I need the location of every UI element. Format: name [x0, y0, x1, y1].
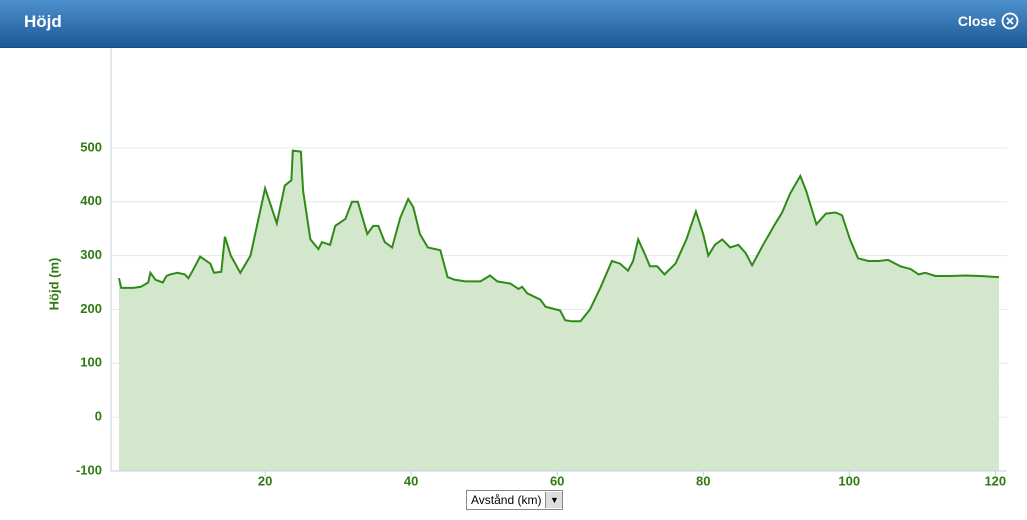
x-tick-label: 40	[404, 473, 418, 488]
y-axis-label: Höjd (m)	[46, 258, 61, 311]
y-tick-label: 400	[80, 193, 102, 208]
dropdown-arrow[interactable]: ▼	[545, 492, 563, 508]
y-tick-label: 500	[80, 139, 102, 154]
header: Höjd Close	[0, 0, 1027, 48]
y-tick-label: 0	[95, 409, 102, 424]
elevation-line	[118, 149, 1000, 323]
close-label[interactable]: Close	[957, 13, 996, 29]
y-tick-label: 200	[80, 301, 102, 316]
x-axis-label[interactable]: Avstånd (km)	[471, 493, 542, 507]
x-tick-label: 60	[550, 473, 564, 488]
close-icon[interactable]	[1001, 12, 1019, 30]
y-tick-label: -100	[76, 462, 102, 477]
close-button[interactable]: Close	[958, 12, 1019, 30]
chart: -100 0 100 200 300 400 500 20 40 60 80 100 120 Höjd (…	[46, 48, 1007, 488]
x-tick-label: 80	[696, 473, 710, 488]
x-tick-label: 20	[258, 473, 272, 488]
y-tick-label: 100	[80, 355, 102, 370]
header-title: Höjd	[24, 12, 62, 31]
y-tick-label: 300	[80, 247, 102, 262]
x-tick-label: 120	[984, 473, 1006, 488]
x-tick-label: 100	[838, 473, 860, 488]
x-axis-select[interactable]: Avstånd (km) ▼	[466, 490, 564, 510]
